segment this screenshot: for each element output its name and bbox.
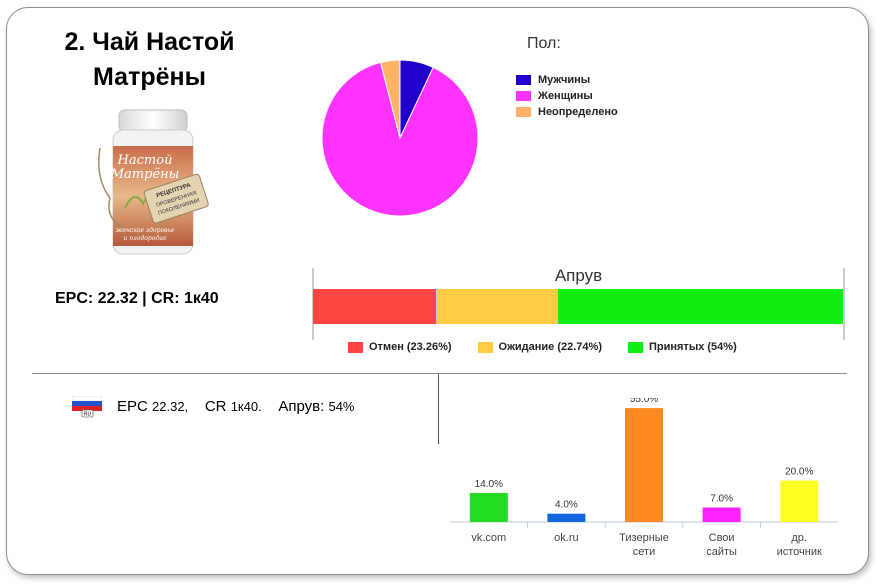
x-tick-label-3-1: сайты xyxy=(706,546,737,558)
legend-male-swatch xyxy=(516,75,531,85)
pie-slice-undefined xyxy=(379,59,401,139)
x-tick-label-3-0: Свои xyxy=(709,532,735,544)
bar-1 xyxy=(547,513,586,522)
legend-female-label: Женщины xyxy=(538,90,593,102)
legend-waiting-label: Ожидание (22.74%) xyxy=(498,341,602,353)
legend-female: Женщины xyxy=(516,90,593,102)
bar-0 xyxy=(469,493,508,522)
x-tick-label-1-0: ok.ru xyxy=(554,532,578,544)
jar-bottom-line1: женское здоровье xyxy=(116,227,175,234)
pie-slice-female xyxy=(321,61,479,217)
legend-rejected: Отмен (23.26%) xyxy=(348,341,452,353)
flag-code: RU xyxy=(84,412,92,418)
geo-apruv-value: 54% xyxy=(328,399,355,414)
legend-waiting: Ожидание (22.74%) xyxy=(477,341,602,353)
legend-rejected-label: Отмен (23.26%) xyxy=(369,341,452,353)
jar-bottom-line2: и плодородие xyxy=(123,235,167,242)
legend-accepted-swatch xyxy=(627,341,643,353)
geo-epc-label: EPC xyxy=(117,398,148,415)
traffic-source-chart: 14.0% vk.com 4.0% ok.ru 55.0% Тизерные сети 7.0… xyxy=(440,394,850,578)
legend-accepted: Принятых (54%) xyxy=(627,341,737,353)
approval-segment-accepted xyxy=(556,289,843,324)
geo-epc-value: 22.32, xyxy=(152,399,189,414)
x-tick-label-4-0: др. xyxy=(791,532,807,544)
section-divider xyxy=(32,373,847,374)
jar-label-line2: Матрёны xyxy=(110,167,180,182)
russia-flag-icon: RU xyxy=(72,396,102,418)
legend-undefined-swatch xyxy=(516,107,531,117)
jar-label-line1: Настой xyxy=(117,153,173,168)
pie-title: Пол: xyxy=(527,35,561,52)
product-jar-image: Настой Матрёны женское здоровье и плодор… xyxy=(98,109,209,255)
traffic-source-svg: 14.0% vk.com 4.0% ok.ru 55.0% Тизерные сети 7.0… xyxy=(450,394,838,558)
data-label-4: 20.0% xyxy=(785,467,813,478)
data-label-2: 55.0% xyxy=(630,398,658,405)
geo-apruv-label: Апрув: xyxy=(278,398,325,415)
pie-svg xyxy=(321,59,479,217)
data-label-1: 4.0% xyxy=(555,500,578,511)
bar-4 xyxy=(780,480,819,522)
legend-undefined: Неопределено xyxy=(516,106,618,118)
gender-pie-chart: Пол: Мужчины Женщины Неопределено xyxy=(300,28,680,233)
product-title-line1: 2. Чай Настой xyxy=(64,28,235,56)
legend-undefined-label: Неопределено xyxy=(538,106,618,118)
geo-cr-label: CR xyxy=(204,398,227,415)
x-tick-label-0-0: vk.com xyxy=(471,532,506,544)
bar-2 xyxy=(625,408,663,522)
data-label-0: 14.0% xyxy=(475,479,503,490)
epc-cr-summary: EPC: 22.32 | CR: 1к40 xyxy=(55,290,219,307)
approval-stacked-bar xyxy=(313,289,843,324)
column-divider xyxy=(438,374,439,444)
approval-legend: Отмен (23.26%) Ожидание (22.74%) Приняты… xyxy=(348,341,763,353)
approval-segment-waiting xyxy=(435,289,557,324)
legend-accepted-label: Принятых (54%) xyxy=(648,341,737,353)
legend-waiting-swatch xyxy=(477,341,493,353)
x-tick-label-2-1: сети xyxy=(633,546,655,558)
data-label-3: 7.0% xyxy=(710,494,733,505)
approval-segment-rejected xyxy=(313,289,436,324)
bar-3 xyxy=(702,507,741,522)
x-tick-label-4-1: источник xyxy=(777,546,822,558)
geo-cr-value: 1к40. xyxy=(230,399,262,414)
legend-male-label: Мужчины xyxy=(538,74,591,86)
geo-stats: EPC 22.32, CR 1к40. Апрув: 54% xyxy=(117,398,355,415)
product-title: 2. Чай Настой Матрёны xyxy=(42,25,257,95)
x-tick-label-2-0: Тизерные xyxy=(619,532,669,544)
approval-title: Апрув xyxy=(554,266,603,285)
product-title-line2: Матрёны xyxy=(93,63,206,91)
legend-rejected-swatch xyxy=(348,341,363,353)
legend-male: Мужчины xyxy=(516,74,590,86)
legend-female-swatch xyxy=(516,91,531,101)
approval-chart: Апрув Отмен (23.26%) Ожидание (22.74%) П… xyxy=(312,262,845,362)
